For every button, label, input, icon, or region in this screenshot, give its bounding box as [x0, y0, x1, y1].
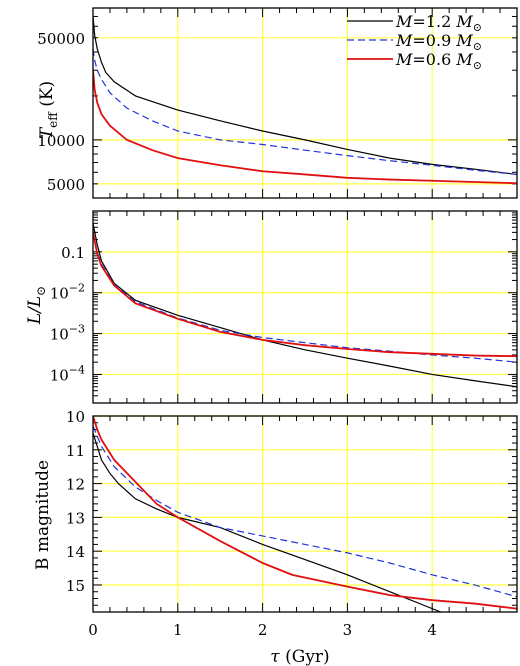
series-group-lum: [93, 223, 517, 388]
series-line-lum-m06: [93, 232, 517, 358]
series-line-bmag-m12: [93, 432, 443, 612]
ytick-label-bmag: 12: [66, 476, 85, 494]
ytick-label-bmag: 10: [66, 408, 85, 426]
ytick-label-lum: 10−4: [50, 363, 85, 384]
panel-teff-ylabel: Teff (K): [37, 81, 60, 139]
ytick-label-bmag: 15: [66, 577, 85, 595]
ytick-label-teff: 50000: [37, 30, 85, 48]
panel-lum-ylabel: L/L⊙: [25, 286, 48, 325]
ytick-label-bmag: 13: [66, 509, 85, 527]
xtick-label: 2: [258, 621, 268, 639]
ytick-label-exp-lum: −2: [69, 282, 85, 295]
ytick-label-base-lum: 10: [50, 366, 69, 384]
series-group-bmag: [93, 416, 517, 612]
xtick-label: 1: [173, 621, 183, 639]
series-line-teff-m12: [93, 16, 517, 176]
frame-teff: [92, 7, 518, 199]
legend: M=1.2 M⊙ M=0.9 M⊙ M=0.6 M⊙: [347, 12, 482, 72]
legend-label-m06: M=0.6 M⊙: [395, 50, 482, 72]
legend-label-m12: M=1.2 M⊙: [395, 12, 482, 34]
panels: 500001000050000.110−210−310−410111213141…: [37, 7, 518, 639]
ytick-label-base-lum: 10: [50, 326, 69, 344]
frame-bmag: [92, 415, 518, 613]
series-line-bmag-m09: [93, 425, 517, 598]
series-line-teff-m06: [93, 70, 517, 185]
ytick-label-exp-lum: −3: [69, 323, 85, 336]
ytick-label-bmag: 11: [66, 442, 85, 460]
ytick-label-exp-lum: −4: [69, 363, 85, 376]
xtick-label: 4: [427, 621, 437, 639]
ytick-label-bmag: 14: [66, 543, 85, 561]
xtick-label: 3: [343, 621, 353, 639]
panel-teff: 50000 10000 5000: [37, 7, 518, 199]
series-line-lum-m12: [93, 223, 517, 388]
panel-bmag-ylabel: B magnitude: [33, 460, 53, 570]
ytick-label-lum: 0.1: [61, 244, 85, 262]
series-group-teff: [93, 16, 517, 185]
ytick-label-teff: 10000: [37, 132, 85, 150]
xtick-label: 0: [88, 621, 98, 639]
x-axis-label: τ (Gyr): [270, 647, 329, 666]
series-line-teff-m09: [93, 48, 517, 176]
ytick-label-base-lum: 10: [50, 285, 69, 303]
ytick-label-teff: 5000: [47, 176, 85, 194]
legend-label-m09: M=0.9 M⊙: [395, 31, 482, 53]
panel-lum: 0.110−210−310−4: [50, 210, 518, 404]
frame-lum: [92, 210, 518, 404]
ytick-label-lum: 10−2: [50, 282, 85, 303]
ytick-label-lum: 10−3: [50, 323, 85, 344]
series-line-bmag-m06: [93, 416, 517, 610]
